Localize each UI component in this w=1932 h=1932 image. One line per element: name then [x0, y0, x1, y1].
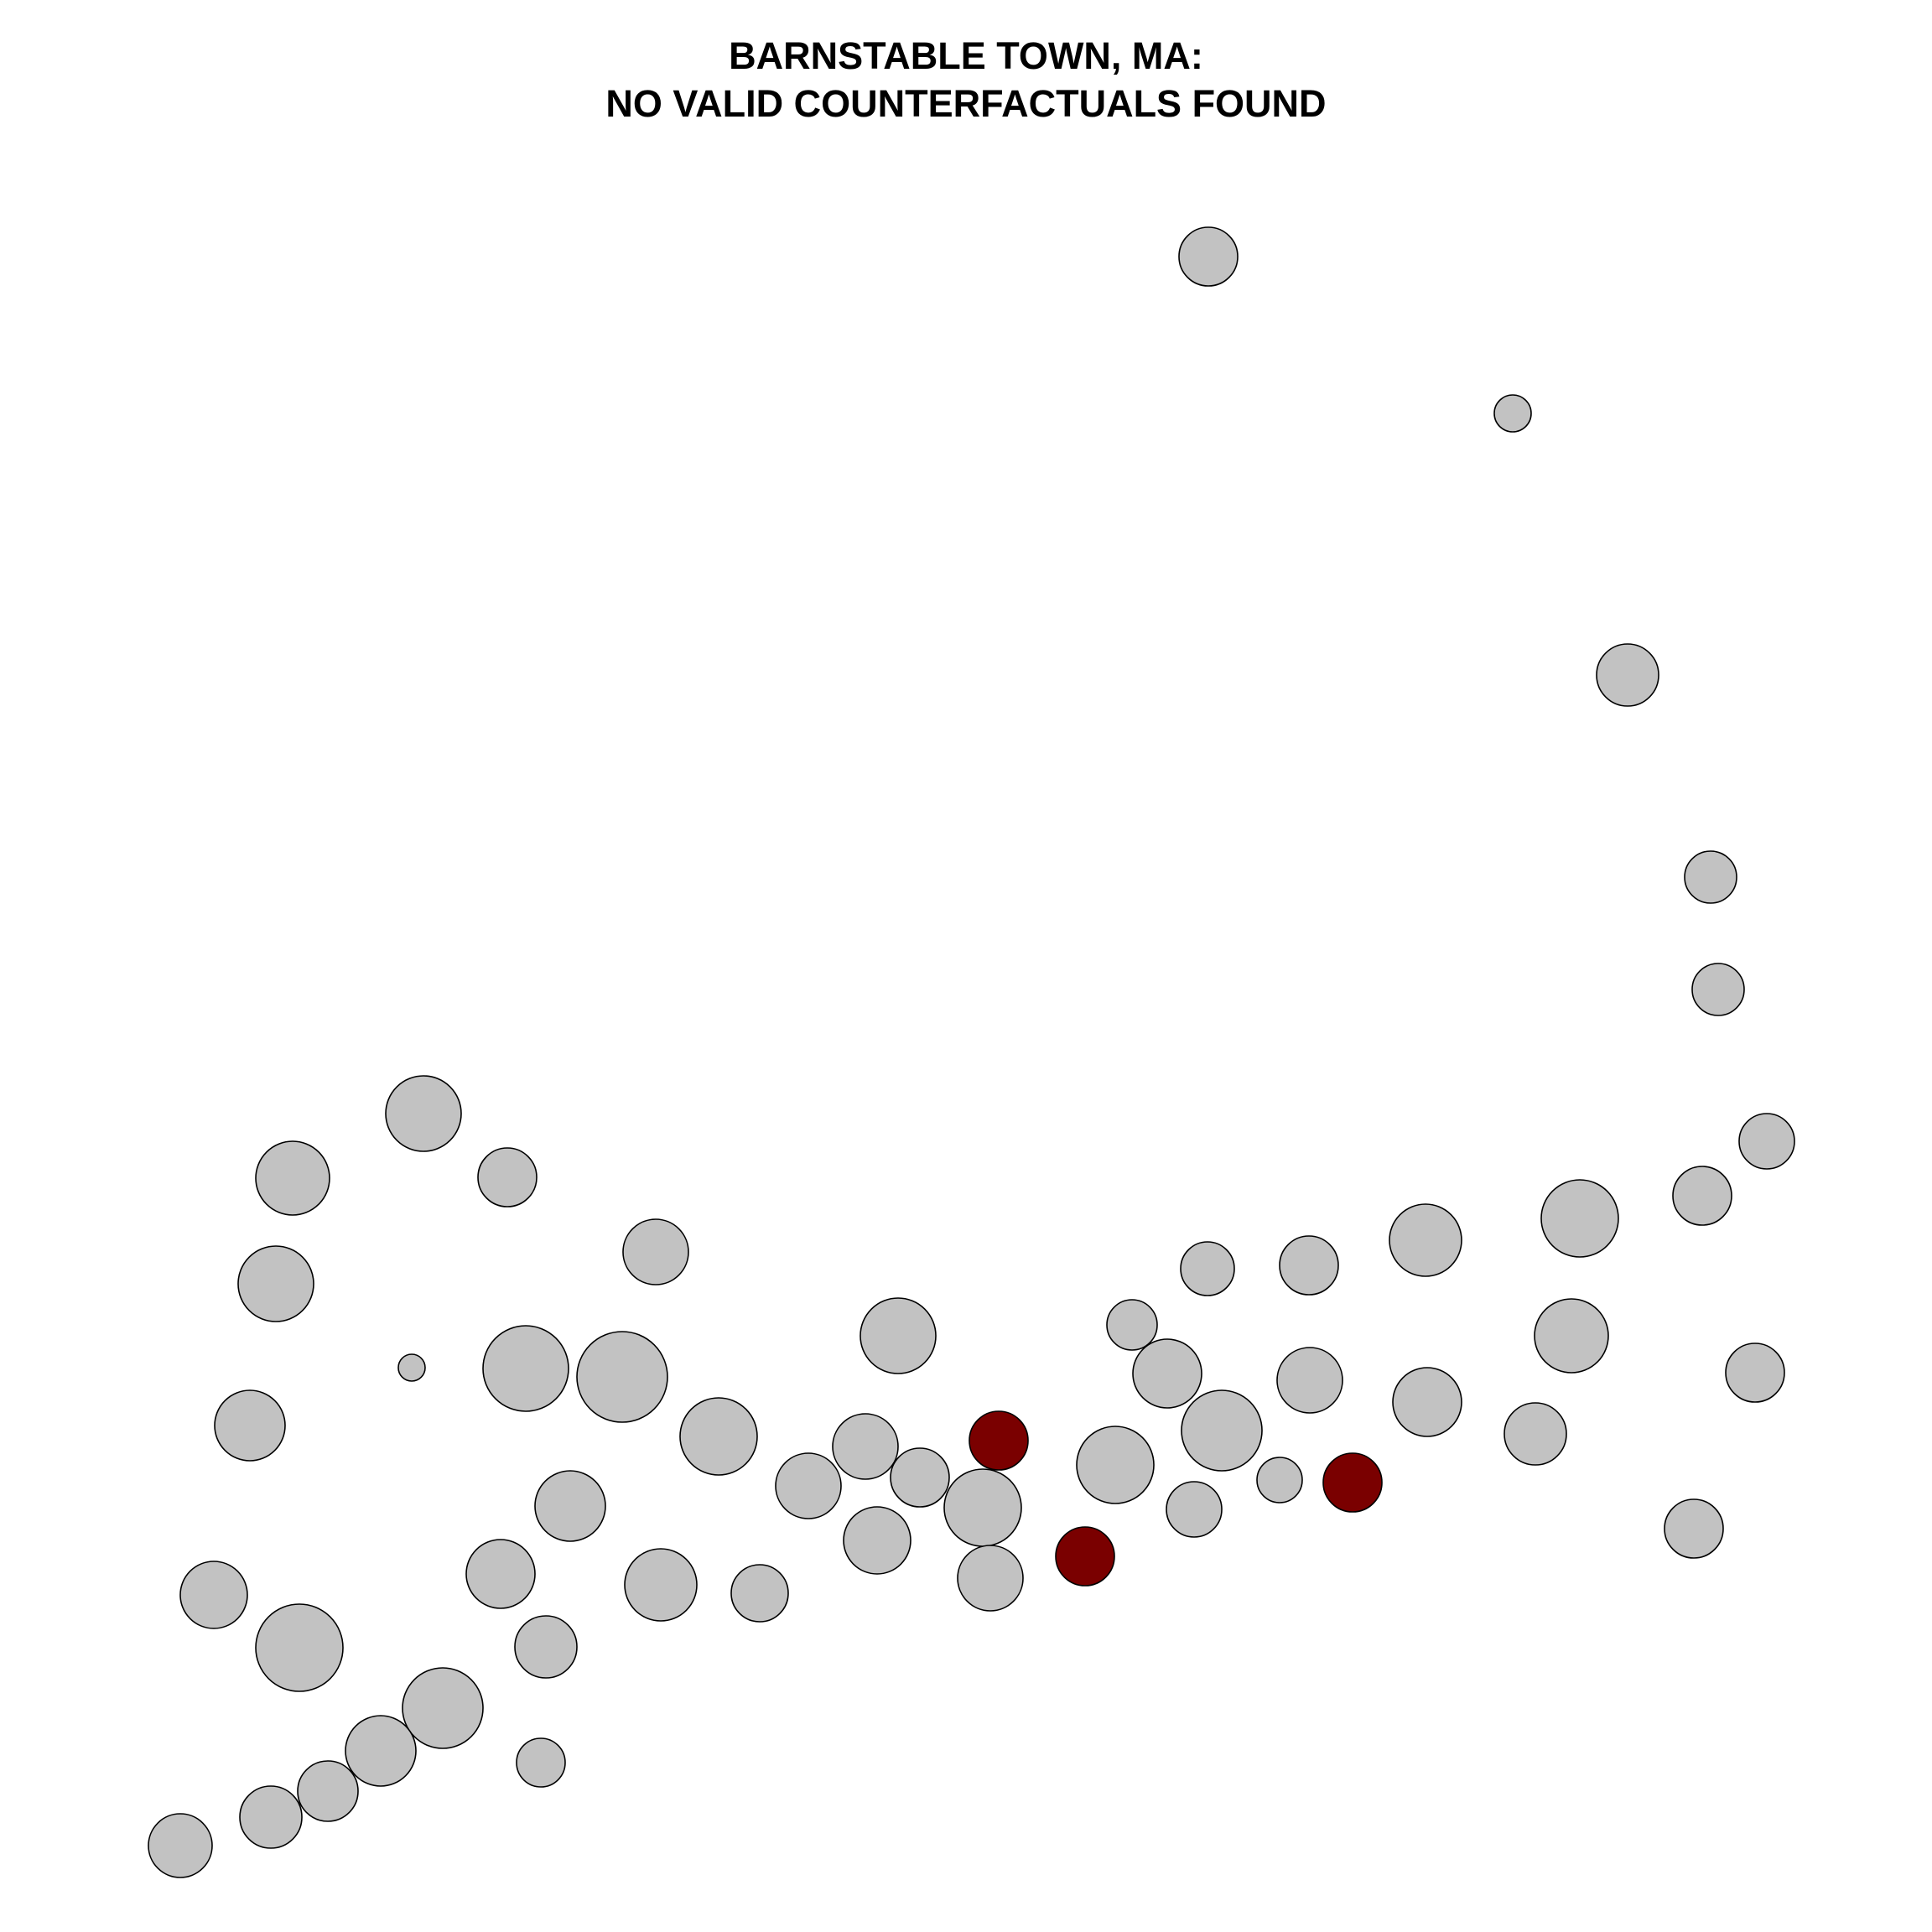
location-marker-21	[576, 1331, 668, 1423]
location-marker-7	[1672, 1166, 1732, 1226]
location-marker-16	[1279, 1235, 1339, 1296]
location-marker-3	[1596, 643, 1659, 707]
highlighted-location-marker-2	[1322, 1452, 1383, 1513]
location-marker-5	[1691, 963, 1745, 1016]
location-marker-44	[957, 1545, 1024, 1612]
location-marker-24	[1534, 1298, 1609, 1374]
location-marker-32	[775, 1452, 842, 1519]
location-marker-34	[1076, 1426, 1155, 1504]
location-marker-11	[477, 1147, 538, 1208]
location-marker-30	[1392, 1367, 1462, 1437]
location-marker-6	[1738, 1113, 1795, 1170]
location-marker-13	[237, 1245, 314, 1322]
location-marker-43	[730, 1564, 789, 1623]
highlighted-location-marker-3	[1055, 1526, 1115, 1587]
location-marker-20	[482, 1325, 569, 1412]
location-marker-41	[465, 1539, 536, 1609]
location-marker-42	[624, 1548, 698, 1622]
location-marker-49	[345, 1715, 417, 1787]
location-marker-9	[385, 1075, 462, 1152]
location-marker-38	[1166, 1481, 1223, 1538]
location-marker-8	[1540, 1179, 1619, 1258]
location-marker-4	[1684, 850, 1737, 904]
highlighted-location-marker-1	[969, 1410, 1029, 1471]
location-marker-40	[843, 1506, 911, 1575]
location-marker-10	[255, 1140, 330, 1216]
location-marker-35	[1256, 1457, 1303, 1504]
location-marker-14	[1389, 1203, 1462, 1277]
location-marker-17	[860, 1297, 937, 1374]
location-marker-46	[255, 1603, 344, 1692]
location-marker-47	[514, 1615, 578, 1679]
location-marker-39	[1664, 1498, 1724, 1559]
location-marker-2	[1493, 394, 1532, 433]
location-marker-48	[402, 1667, 484, 1749]
location-marker-18	[1106, 1299, 1158, 1351]
location-marker-22	[1132, 1338, 1202, 1409]
location-marker-1	[1178, 226, 1239, 287]
location-marker-33	[890, 1447, 950, 1508]
location-marker-50	[297, 1760, 359, 1822]
location-marker-23	[1276, 1347, 1343, 1414]
location-marker-52	[239, 1785, 303, 1849]
location-marker-26	[214, 1389, 286, 1462]
location-marker-27	[679, 1397, 758, 1476]
location-marker-51	[516, 1737, 566, 1788]
location-marker-53	[148, 1813, 213, 1878]
location-marker-31	[1504, 1402, 1567, 1466]
location-marker-12	[622, 1218, 689, 1285]
location-marker-37	[943, 1468, 1022, 1547]
location-marker-45	[179, 1561, 248, 1629]
map-title-line-1: BARNSTABLE TOWN, MA:	[729, 34, 1203, 77]
location-marker-15	[1180, 1241, 1235, 1296]
location-marker-25	[1725, 1343, 1785, 1403]
location-marker-19	[397, 1353, 426, 1382]
location-marker-28	[832, 1413, 899, 1480]
map-title: BARNSTABLE TOWN, MA: NO VALID COUNTERFAC…	[0, 32, 1932, 127]
location-marker-29	[1181, 1389, 1263, 1472]
map-title-line-2: NO VALID COUNTERFACTUALS FOUND	[605, 82, 1327, 125]
location-marker-36	[534, 1470, 606, 1542]
